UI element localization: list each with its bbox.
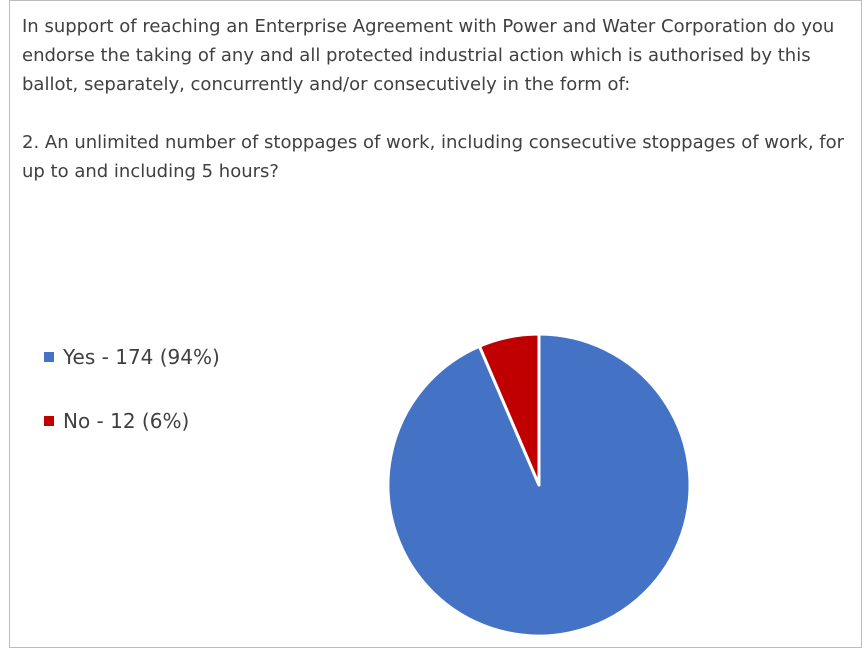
legend-entry-no: No - 12 (6%) xyxy=(44,404,220,438)
question-item: 2. An unlimited number of stoppages of w… xyxy=(22,132,845,182)
legend-swatch-yes xyxy=(44,352,54,362)
pie-slice-no xyxy=(477,332,541,487)
legend-label-yes: Yes - 174 (94%) xyxy=(63,345,220,369)
legend-entry-yes: Yes - 174 (94%) xyxy=(44,340,220,374)
question-text: In support of reaching an Enterprise Agr… xyxy=(22,12,852,186)
legend-swatch-no xyxy=(44,416,54,426)
question-intro: In support of reaching an Enterprise Agr… xyxy=(22,16,835,95)
legend-label-no: No - 12 (6%) xyxy=(63,409,190,433)
pie-chart xyxy=(386,332,692,638)
chart-legend: Yes - 174 (94%) No - 12 (6%) xyxy=(44,340,220,468)
